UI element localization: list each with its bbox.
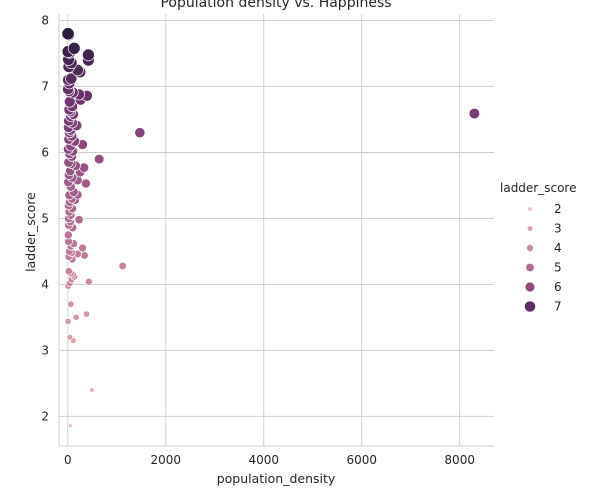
grid-lines bbox=[59, 14, 494, 446]
legend-marker bbox=[526, 225, 534, 232]
x-tick-label: 6000 bbox=[346, 453, 377, 467]
data-point bbox=[134, 127, 146, 139]
data-point bbox=[84, 277, 93, 286]
data-point bbox=[63, 230, 73, 240]
data-point bbox=[72, 313, 80, 321]
data-point bbox=[78, 243, 87, 253]
x-tick-label: 2000 bbox=[151, 453, 182, 467]
y-tick-label: 8 bbox=[41, 14, 49, 28]
legend-marker bbox=[524, 281, 536, 293]
x-axis-label: population_density bbox=[217, 471, 336, 486]
legend: ladder_score 2 3 4 5 6 7 bbox=[500, 181, 576, 314]
data-point bbox=[82, 310, 91, 318]
data-point bbox=[64, 317, 72, 325]
data-point bbox=[65, 72, 78, 85]
data-points bbox=[61, 27, 481, 428]
data-point bbox=[74, 215, 84, 225]
axes-frame bbox=[58, 14, 494, 447]
x-tick-label: 0 bbox=[64, 453, 72, 467]
legend-label: 5 bbox=[554, 261, 562, 275]
data-point bbox=[80, 251, 89, 260]
data-point bbox=[66, 333, 74, 341]
x-axis-ticks: 0 2000 4000 6000 8000 bbox=[64, 453, 475, 467]
y-tick-label: 6 bbox=[41, 146, 49, 160]
data-point bbox=[93, 153, 105, 165]
legend-marker bbox=[527, 206, 533, 212]
data-point bbox=[61, 27, 75, 41]
legend-title: ladder_score bbox=[500, 181, 576, 195]
legend-label: 7 bbox=[554, 300, 562, 314]
y-tick-label: 5 bbox=[41, 211, 49, 225]
legend-label: 2 bbox=[554, 202, 562, 216]
data-point bbox=[89, 387, 95, 393]
y-tick-label: 2 bbox=[41, 409, 49, 423]
legend-marker bbox=[525, 262, 535, 273]
data-point bbox=[64, 267, 73, 276]
legend-marker bbox=[526, 244, 534, 252]
x-tick-label: 8000 bbox=[444, 453, 475, 467]
legend-marker bbox=[524, 300, 536, 313]
data-point bbox=[78, 162, 90, 173]
data-point bbox=[82, 48, 95, 62]
data-point bbox=[67, 423, 73, 428]
y-tick-label: 7 bbox=[41, 80, 49, 94]
legend-label: 3 bbox=[554, 222, 562, 236]
legend-label: 4 bbox=[554, 241, 562, 255]
chart-title: Population density vs. Happiness bbox=[160, 0, 391, 11]
data-point bbox=[118, 261, 127, 271]
y-tick-label: 4 bbox=[41, 277, 49, 291]
data-point bbox=[67, 41, 81, 55]
y-axis-ticks: 2 3 4 5 6 7 8 bbox=[41, 14, 49, 424]
data-point bbox=[67, 300, 75, 308]
data-point bbox=[468, 107, 481, 120]
legend-label: 6 bbox=[554, 280, 562, 294]
y-axis-label: ladder_score bbox=[23, 192, 38, 272]
y-tick-label: 3 bbox=[41, 343, 49, 357]
data-point bbox=[80, 178, 91, 189]
x-tick-label: 4000 bbox=[248, 453, 279, 467]
